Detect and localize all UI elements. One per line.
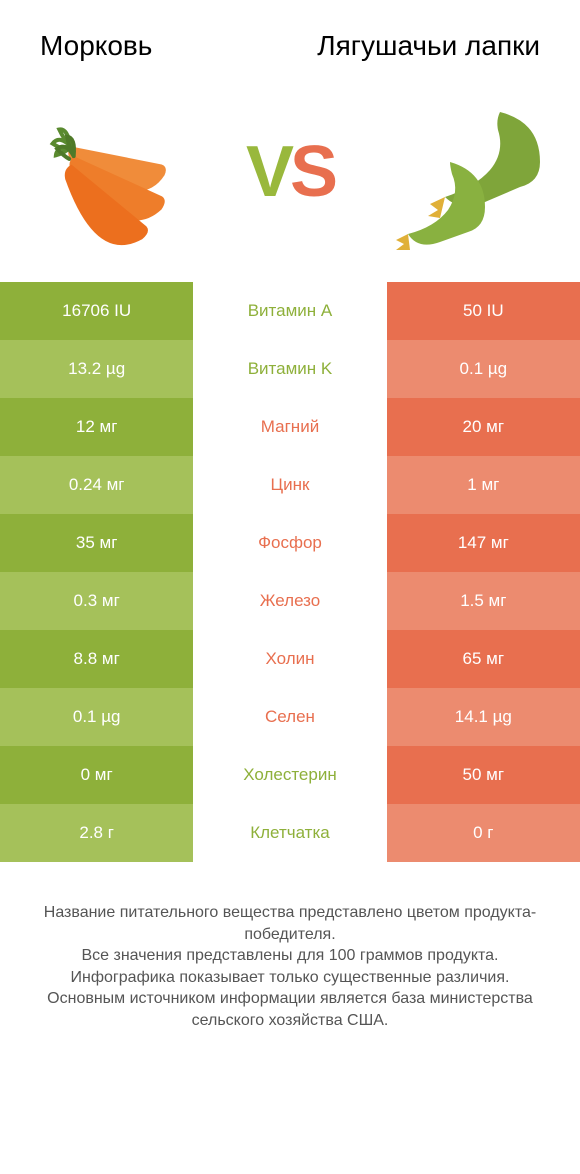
nutrient-label: Холестерин — [193, 746, 386, 804]
footer-line: Инфографика показывает только существенн… — [30, 967, 550, 989]
carrots-icon — [30, 92, 190, 252]
right-value: 1 мг — [387, 456, 580, 514]
table-row: 16706 IUВитамин A50 IU — [0, 282, 580, 340]
right-value: 0 г — [387, 804, 580, 862]
left-value: 0.3 мг — [0, 572, 193, 630]
hero-row: VS — [0, 72, 580, 282]
vs-label: VS — [246, 136, 334, 208]
left-value: 8.8 мг — [0, 630, 193, 688]
right-title: Лягушачьи лапки — [317, 31, 540, 62]
table-row: 12 мгМагний20 мг — [0, 398, 580, 456]
nutrient-label: Железо — [193, 572, 386, 630]
title-row: Морковь Лягушачьи лапки — [0, 0, 580, 72]
vs-v: V — [246, 132, 290, 212]
left-value: 35 мг — [0, 514, 193, 572]
right-value: 147 мг — [387, 514, 580, 572]
table-row: 0.24 мгЦинк1 мг — [0, 456, 580, 514]
left-title: Морковь — [40, 30, 152, 62]
nutrient-label: Витамин A — [193, 282, 386, 340]
right-value: 50 IU — [387, 282, 580, 340]
table-row: 2.8 гКлетчатка0 г — [0, 804, 580, 862]
nutrient-label: Холин — [193, 630, 386, 688]
table-row: 8.8 мгХолин65 мг — [0, 630, 580, 688]
table-row: 0.1 µgСелен14.1 µg — [0, 688, 580, 746]
nutrient-label: Клетчатка — [193, 804, 386, 862]
footer-text: Название питательного вещества представл… — [0, 862, 580, 1062]
nutrient-label: Витамин K — [193, 340, 386, 398]
vs-s: S — [290, 132, 334, 212]
nutrient-label: Селен — [193, 688, 386, 746]
right-value: 1.5 мг — [387, 572, 580, 630]
right-value: 50 мг — [387, 746, 580, 804]
right-value: 0.1 µg — [387, 340, 580, 398]
left-value: 13.2 µg — [0, 340, 193, 398]
right-value: 14.1 µg — [387, 688, 580, 746]
nutrient-label: Магний — [193, 398, 386, 456]
table-row: 0 мгХолестерин50 мг — [0, 746, 580, 804]
table-row: 13.2 µgВитамин K0.1 µg — [0, 340, 580, 398]
left-value: 16706 IU — [0, 282, 193, 340]
left-value: 0 мг — [0, 746, 193, 804]
right-value: 20 мг — [387, 398, 580, 456]
left-value: 0.24 мг — [0, 456, 193, 514]
nutrient-label: Цинк — [193, 456, 386, 514]
frog-legs-icon — [390, 92, 550, 252]
left-value: 12 мг — [0, 398, 193, 456]
footer-line: Название питательного вещества представл… — [30, 902, 550, 945]
right-value: 65 мг — [387, 630, 580, 688]
footer-line: Все значения представлены для 100 граммо… — [30, 945, 550, 967]
left-value: 0.1 µg — [0, 688, 193, 746]
infographic-page: Морковь Лягушачьи лапки VS — [0, 0, 580, 1062]
table-row: 35 мгФосфор147 мг — [0, 514, 580, 572]
nutrient-label: Фосфор — [193, 514, 386, 572]
nutrient-table: 16706 IUВитамин A50 IU13.2 µgВитамин K0.… — [0, 282, 580, 862]
footer-line: Основным источником информации является … — [30, 988, 550, 1031]
table-row: 0.3 мгЖелезо1.5 мг — [0, 572, 580, 630]
left-value: 2.8 г — [0, 804, 193, 862]
